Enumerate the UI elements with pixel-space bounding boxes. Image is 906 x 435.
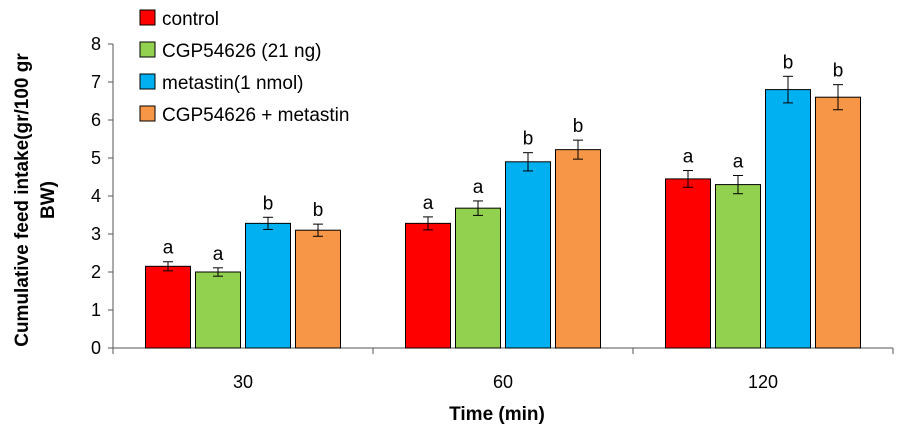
y-tick-label: 2 [91,262,101,282]
bars-group: a a b b a a b b a a b b [145,52,861,349]
y-tick-label: 5 [91,148,101,168]
y-tick-label: 8 [91,34,101,54]
significance-label: a [213,244,224,265]
bar [195,271,241,349]
bar [715,184,761,349]
bar [405,222,451,349]
bar [555,149,601,349]
significance-label: b [573,116,584,137]
significance-label: a [683,147,694,168]
legend-swatch [139,105,156,122]
bar [815,96,861,349]
legend-label: CGP54626 (21 ng) [162,41,322,62]
significance-label: a [423,193,434,214]
y-tick-label: 7 [91,72,101,92]
y-tick-label: 1 [91,300,101,320]
significance-label: b [783,52,794,73]
x-tick-label: 30 [233,372,253,392]
significance-label: b [313,200,324,221]
y-axis-title-line1: Cumulative feed intake(gr/100 gr [12,53,33,347]
bar [245,222,291,349]
bar [455,207,501,349]
significance-label: b [523,129,534,150]
x-tick-label: 120 [748,372,778,392]
x-axis-title: Time (min) [449,404,545,425]
legend-swatch [139,73,156,90]
y-tick-label: 3 [91,224,101,244]
bar [765,89,811,349]
significance-label: b [833,61,844,82]
significance-label: b [263,193,274,214]
axes: 0 1 2 3 4 5 6 7 8 30 60 120 [91,34,894,392]
bar [145,265,191,349]
legend-label: CGP54626 + metastin [162,105,349,126]
legend-label: control [162,9,219,30]
legend-swatch [139,41,156,58]
y-tick-label: 0 [91,338,101,358]
legend-swatch [139,9,156,26]
x-tick-label: 60 [493,372,513,392]
bar [505,161,551,349]
significance-label: a [733,151,744,172]
legend: control CGP54626 (21 ng) metastin(1 nmol) C… [139,9,349,126]
bar [295,229,341,349]
legend-label: metastin(1 nmol) [162,73,304,94]
y-axis-title-line2: BW) [38,181,59,219]
y-tick-label: 4 [91,186,101,206]
significance-label: a [163,238,174,259]
bar [665,178,711,349]
y-tick-label: 6 [91,110,101,130]
significance-label: a [473,177,484,198]
